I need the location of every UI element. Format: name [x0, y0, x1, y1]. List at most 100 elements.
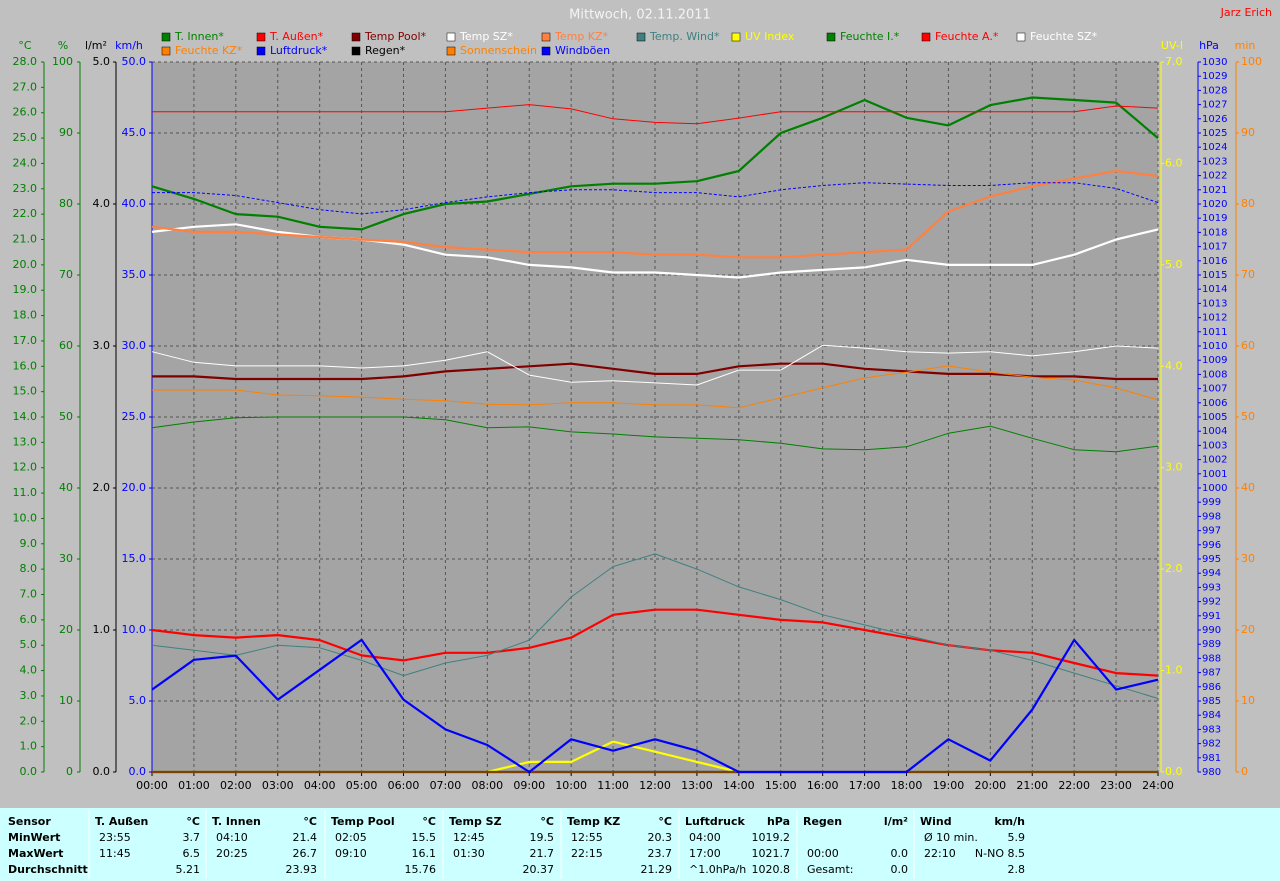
cell-value: 3.7 — [183, 831, 201, 844]
y-tick-label: 40 — [59, 481, 73, 494]
y-tick-label: 1010 — [1202, 341, 1227, 352]
y-tick-label: 30 — [1241, 552, 1255, 565]
cell-time: 04:10 — [216, 831, 248, 844]
y-tick-label: 24.0 — [13, 156, 38, 169]
cell-value: 15.76 — [405, 863, 437, 876]
cell-time: 02:05 — [335, 831, 367, 844]
y-tick-label: 50 — [1241, 410, 1255, 423]
stats-table — [0, 808, 1280, 881]
legend-label: Temp SZ* — [459, 30, 513, 43]
cell-time: 20:25 — [216, 847, 248, 860]
y-tick-label: 2.0 — [1165, 562, 1183, 575]
axis-unit: l/m² — [85, 39, 107, 52]
y-tick-label: 1016 — [1202, 256, 1227, 267]
y-tick-label: 1005 — [1202, 412, 1227, 423]
legend-swatch — [1016, 32, 1026, 42]
y-tick-label: 4.0 — [93, 197, 111, 210]
y-tick-label: 60 — [59, 339, 73, 352]
y-tick-label: 70 — [1241, 268, 1255, 281]
series-line — [151, 344, 1159, 386]
cell-value: N-NO 8.5 — [975, 847, 1025, 860]
y-tick-label: 100 — [1241, 55, 1262, 68]
column-unit: °C — [186, 815, 200, 828]
legend-swatch — [541, 32, 551, 42]
y-tick-label: 5.0 — [129, 694, 147, 707]
cell-time: ^1.0hPa/h — [689, 863, 746, 876]
y-tick-label: 20 — [1241, 623, 1255, 636]
y-tick-label: 13.0 — [13, 435, 38, 448]
x-tick-label: 01:00 — [178, 779, 210, 792]
column-unit: l/m² — [884, 815, 908, 828]
y-tick-label: 90 — [1241, 126, 1255, 139]
y-tick-label: 1027 — [1202, 100, 1227, 111]
y-tick-label: 21.0 — [13, 233, 38, 246]
legend-swatch — [161, 32, 171, 42]
y-tick-label: 986 — [1202, 682, 1221, 693]
y-tick-label: 3.0 — [20, 689, 38, 702]
y-tick-label: 1029 — [1202, 71, 1227, 82]
y-tick-label: 0.0 — [1165, 765, 1183, 778]
y-tick-label: 996 — [1202, 540, 1221, 551]
row-header: MaxWert — [8, 847, 63, 860]
y-tick-label: 17.0 — [13, 334, 38, 347]
y-tick-label: 90 — [59, 126, 73, 139]
y-tick-label: 0.0 — [20, 765, 38, 778]
y-tick-label: 988 — [1202, 653, 1221, 664]
legend-swatch — [256, 32, 266, 42]
legend-label: T. Außen* — [269, 30, 324, 43]
cell-time: 09:10 — [335, 847, 367, 860]
y-tick-label: 994 — [1202, 568, 1221, 579]
cell-value: 1020.8 — [752, 863, 791, 876]
x-tick-label: 10:00 — [555, 779, 587, 792]
y-tick-label: 1008 — [1202, 369, 1227, 380]
y-tick-label: 40.0 — [122, 197, 147, 210]
x-tick-label: 14:00 — [723, 779, 755, 792]
legend-label: Feuchte KZ* — [175, 44, 243, 57]
y-tick-label: 0 — [66, 765, 73, 778]
legend-swatch — [826, 32, 836, 42]
y-tick-label: 1028 — [1202, 85, 1227, 96]
cell-value: 21.29 — [641, 863, 673, 876]
axis-unit: % — [58, 39, 68, 52]
y-tick-label: 1030 — [1202, 57, 1227, 68]
y-tick-label: 20.0 — [13, 258, 38, 271]
y-tick-label: 5.0 — [20, 638, 38, 651]
y-tick-label: 999 — [1202, 497, 1221, 508]
column-unit: km/h — [994, 815, 1025, 828]
y-tick-label: 26.0 — [13, 106, 38, 119]
legend-swatch — [921, 32, 931, 42]
column-unit: °C — [422, 815, 436, 828]
y-tick-label: 10.0 — [122, 623, 147, 636]
cell-value: 1021.7 — [752, 847, 791, 860]
cell-time: 12:55 — [571, 831, 603, 844]
x-tick-label: 24:00 — [1142, 779, 1174, 792]
y-tick-label: 80 — [1241, 197, 1255, 210]
y-tick-label: 45.0 — [122, 126, 147, 139]
y-tick-label: 19.0 — [13, 283, 38, 296]
cell-time: 04:00 — [689, 831, 721, 844]
legend-label: Feuchte I.* — [840, 30, 900, 43]
y-tick-label: 981 — [1202, 753, 1221, 764]
x-tick-label: 20:00 — [974, 779, 1006, 792]
column-unit: °C — [658, 815, 672, 828]
cell-value: 2.8 — [1008, 863, 1026, 876]
legend-label: Temp KZ* — [554, 30, 609, 43]
y-tick-label: 6.0 — [20, 613, 38, 626]
series-line — [151, 638, 1159, 774]
y-tick-label: 80 — [59, 197, 73, 210]
cell-value: 5.9 — [1008, 831, 1026, 844]
y-tick-label: 30 — [59, 552, 73, 565]
cell-time: 17:00 — [689, 847, 721, 860]
cell-time: 22:15 — [571, 847, 603, 860]
cell-time: 00:00 — [807, 847, 839, 860]
y-tick-label: 995 — [1202, 554, 1221, 565]
y-tick-label: 982 — [1202, 739, 1221, 750]
column-unit: hPa — [767, 815, 790, 828]
cell-time: Gesamt: — [807, 863, 854, 876]
y-tick-label: 987 — [1202, 668, 1221, 679]
legend-swatch — [446, 32, 456, 42]
x-tick-label: 22:00 — [1058, 779, 1090, 792]
legend-label: Luftdruck* — [270, 44, 328, 57]
x-tick-label: 21:00 — [1016, 779, 1048, 792]
y-tick-label: 989 — [1202, 639, 1221, 650]
